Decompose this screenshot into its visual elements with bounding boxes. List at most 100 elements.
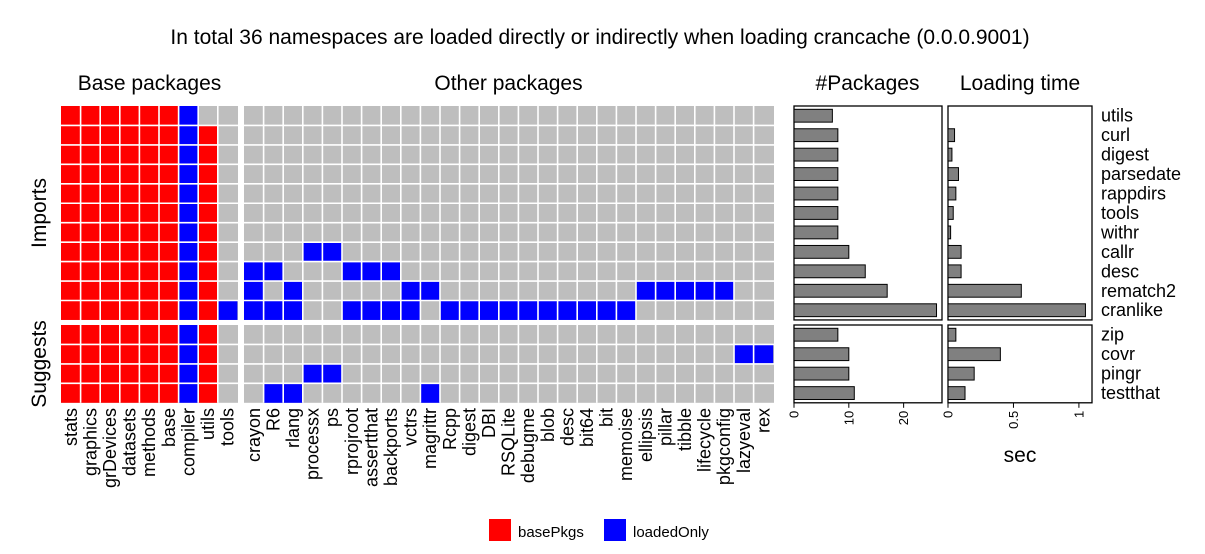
tile-cranlike-datasets — [119, 300, 140, 320]
row-label-curl: curl — [1101, 125, 1130, 145]
tile-parsedate-utils — [198, 164, 218, 184]
tile-cranlike-grdevices — [100, 300, 120, 320]
tile-desc-utils — [198, 261, 218, 282]
col-label-dbi: DBI — [479, 408, 499, 438]
tile-tools-datasets — [119, 203, 140, 223]
tile-rematch2-pkgconfig — [714, 281, 734, 301]
tile-zip-graphics — [80, 325, 101, 345]
row-label-withr: withr — [1100, 222, 1139, 242]
col-label-compiler: compiler — [178, 408, 198, 476]
tile-parsedate-grdevices — [100, 164, 120, 184]
chart-marks: stats graphics grDevices datasets methods bas… — [61, 105, 1181, 488]
tile-pingr-processx — [302, 363, 323, 384]
row-group-label-imports: Imports — [28, 178, 51, 248]
row-label-desc: desc — [1101, 261, 1139, 281]
legend-label-basepkgs: basePkgs — [518, 524, 584, 541]
tile-callr-utils — [198, 242, 218, 262]
tile-testthat-r6 — [263, 383, 284, 403]
tile-testthat-grdevices — [100, 383, 120, 403]
time-bar-parsedate — [947, 167, 959, 181]
chart-title: In total 36 namespaces are loaded direct… — [170, 26, 1029, 49]
tile-rematch2-stats — [61, 281, 81, 301]
tile-covr-graphics — [80, 344, 101, 364]
tile-cranlike-bit — [596, 300, 617, 320]
tile-cranlike-blob — [538, 300, 558, 320]
tile-covr-base — [159, 344, 179, 364]
tile-pingr-stats — [61, 363, 81, 384]
col-label-tibble: tibble — [675, 408, 695, 451]
count-bar-testthat — [793, 386, 855, 400]
tile-desc-base — [159, 261, 179, 282]
time-bar-pingr — [947, 366, 975, 381]
tile-testthat-rlang — [283, 383, 303, 403]
tile-covr-compiler — [178, 344, 199, 364]
tile-cranlike-backports — [381, 300, 401, 320]
tile-covr-methods — [139, 344, 159, 364]
tile-utils-compiler — [178, 106, 199, 126]
col-label-desc: desc — [557, 408, 577, 446]
tile-covr-lazyeval — [734, 344, 754, 364]
tile-tools-base — [159, 203, 179, 223]
tile-withr-graphics — [80, 222, 101, 243]
tile-callr-ps — [322, 242, 342, 262]
row-group-label-suggests: Suggests — [28, 320, 51, 408]
tile-covr-datasets — [119, 344, 140, 364]
tile-rematch2-graphics — [80, 281, 101, 301]
col-label-base: base — [159, 408, 179, 447]
tile-zip-utils — [198, 325, 218, 345]
tile-curl-stats — [61, 125, 81, 145]
time-axis-tick-label-1: 0.5 — [1006, 411, 1021, 429]
col-label-pillar: pillar — [655, 408, 675, 446]
col-label-r6: R6 — [263, 408, 283, 431]
row-label-rappdirs: rappdirs — [1101, 184, 1166, 204]
count-bar-digest — [793, 147, 839, 162]
tile-rematch2-vctrs — [400, 281, 421, 301]
legend-swatch-loadedonly — [604, 519, 626, 541]
tile-digest-graphics — [80, 144, 101, 165]
tile-curl-compiler — [178, 125, 199, 145]
count-axis-tick-label-0: 0 — [787, 411, 802, 418]
col-label-rsqlite: RSQLite — [499, 408, 519, 476]
tile-desc-backports — [381, 261, 401, 282]
panel-title-base: Base packages — [78, 72, 222, 95]
legend-swatch-basepkgs — [489, 519, 511, 541]
tile-rematch2-grdevices — [100, 281, 120, 301]
tile-tools-stats — [61, 203, 81, 223]
time-bar-tools — [947, 206, 954, 220]
col-label-blob: blob — [538, 408, 558, 442]
row-label-digest: digest — [1101, 145, 1149, 165]
tile-withr-methods — [139, 222, 159, 243]
time-bar-zip — [947, 327, 957, 342]
tile-cranlike-dbi — [479, 300, 499, 320]
row-label-utils: utils — [1101, 106, 1133, 126]
tile-digest-grdevices — [100, 144, 120, 165]
tile-callr-base — [159, 242, 179, 262]
tile-withr-base — [159, 222, 179, 243]
tile-withr-compiler — [178, 222, 199, 243]
col-label-pkgconfig: pkgconfig — [714, 408, 734, 485]
row-label-callr: callr — [1101, 242, 1134, 262]
tile-digest-datasets — [119, 144, 140, 165]
tile-curl-grdevices — [100, 125, 120, 145]
tile-pingr-base — [159, 363, 179, 384]
col-label-bit: bit — [597, 408, 617, 427]
tile-cranlike-debugme — [518, 300, 538, 320]
col-label-graphics: graphics — [80, 408, 100, 476]
col-label-rex: rex — [753, 408, 773, 433]
tile-testthat-methods — [139, 383, 159, 403]
count-axis-tick-label-10: 10 — [841, 411, 856, 425]
tile-tools-graphics — [80, 203, 101, 223]
tile-rematch2-datasets — [119, 281, 140, 301]
col-label-methods: methods — [139, 408, 159, 477]
tile-zip-compiler — [178, 325, 199, 345]
tile-rappdirs-compiler — [178, 183, 199, 204]
col-label-ps: ps — [322, 408, 342, 427]
count-bar-curl — [793, 128, 839, 143]
tile-callr-stats — [61, 242, 81, 262]
tile-testthat-datasets — [119, 383, 140, 403]
tile-curl-methods — [139, 125, 159, 145]
tile-testthat-magrittr — [420, 383, 440, 403]
tile-callr-compiler — [178, 242, 199, 262]
tile-digest-base — [159, 144, 179, 165]
